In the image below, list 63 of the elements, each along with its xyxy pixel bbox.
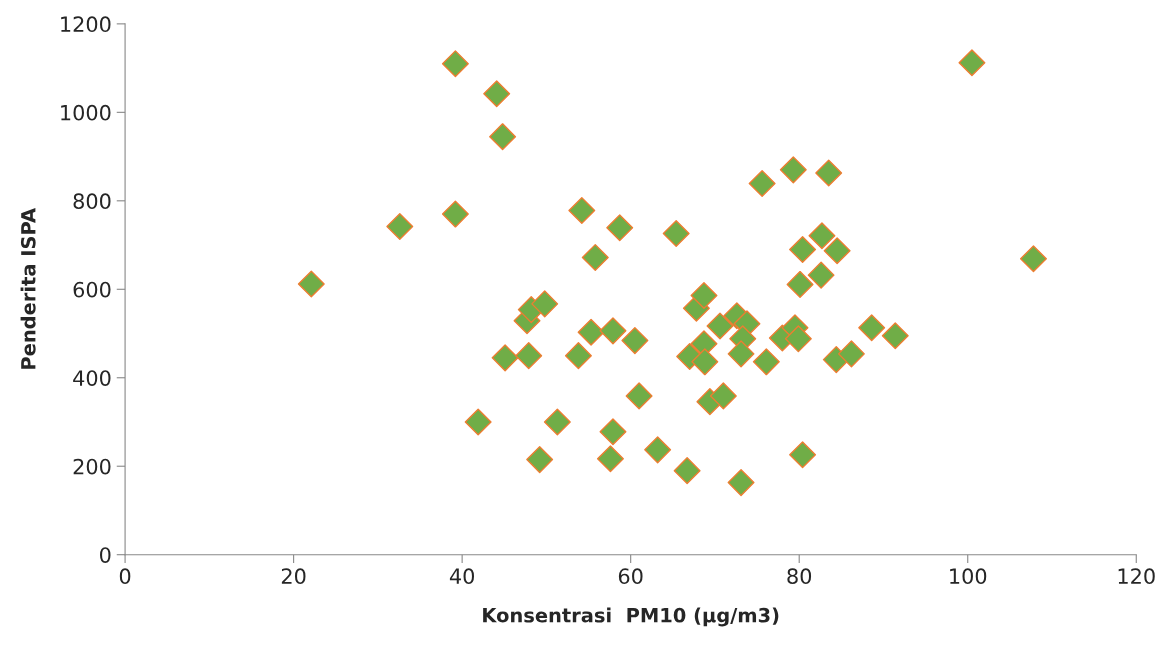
y-tick-label: 200 (73, 458, 111, 475)
x-tick-label: 100 (950, 568, 987, 585)
y-tick-label: 600 (73, 281, 111, 298)
point (779, 156, 807, 184)
point (1019, 245, 1047, 273)
point (808, 222, 836, 250)
point (748, 170, 776, 198)
point (727, 469, 755, 497)
point (441, 200, 469, 228)
point (526, 446, 554, 474)
point (807, 261, 835, 289)
point (709, 382, 737, 410)
point (673, 457, 701, 485)
point (789, 441, 817, 469)
point (786, 270, 814, 298)
point (881, 322, 909, 350)
point (531, 290, 559, 318)
point (464, 408, 492, 436)
point (599, 317, 627, 345)
point (491, 344, 519, 372)
point (568, 197, 596, 225)
x-tick-label: 0 (119, 568, 131, 585)
point (690, 281, 718, 309)
x-tick-label: 60 (618, 568, 643, 585)
y-tick-label: 800 (73, 193, 111, 210)
point (662, 220, 690, 248)
point (727, 340, 755, 368)
y-tick-label: 400 (73, 370, 111, 386)
point (606, 214, 634, 242)
y-tick-label: 0 (100, 547, 111, 563)
point (784, 325, 812, 353)
y-tick-label: 1200 (61, 16, 111, 33)
point (581, 243, 609, 271)
point (564, 342, 592, 370)
x-tick-label: 80 (787, 568, 812, 585)
x-tick-label: 20 (281, 568, 306, 585)
point (489, 123, 517, 151)
point (441, 50, 469, 78)
point (837, 340, 865, 368)
point (815, 159, 843, 187)
point (625, 382, 653, 410)
point (297, 270, 325, 298)
x-tick-label: 40 (449, 568, 475, 585)
point (543, 408, 571, 436)
point (599, 418, 627, 446)
y-tick-label: 1000 (61, 104, 111, 121)
point (644, 436, 672, 464)
point (858, 314, 886, 342)
point (483, 80, 511, 108)
point (823, 237, 851, 265)
point (596, 445, 624, 473)
point (515, 342, 543, 370)
point (691, 348, 719, 376)
point (958, 49, 986, 77)
point (789, 235, 817, 263)
point (577, 318, 605, 346)
point (621, 327, 649, 355)
point (386, 212, 414, 240)
y-axis-title: Penderita ISPA (20, 208, 36, 369)
point (706, 312, 734, 340)
x-tick-label: 120 (1118, 568, 1155, 585)
point (752, 348, 780, 376)
x-axis-title: Konsentrasi PM10 (µg/m3) (483, 607, 779, 627)
